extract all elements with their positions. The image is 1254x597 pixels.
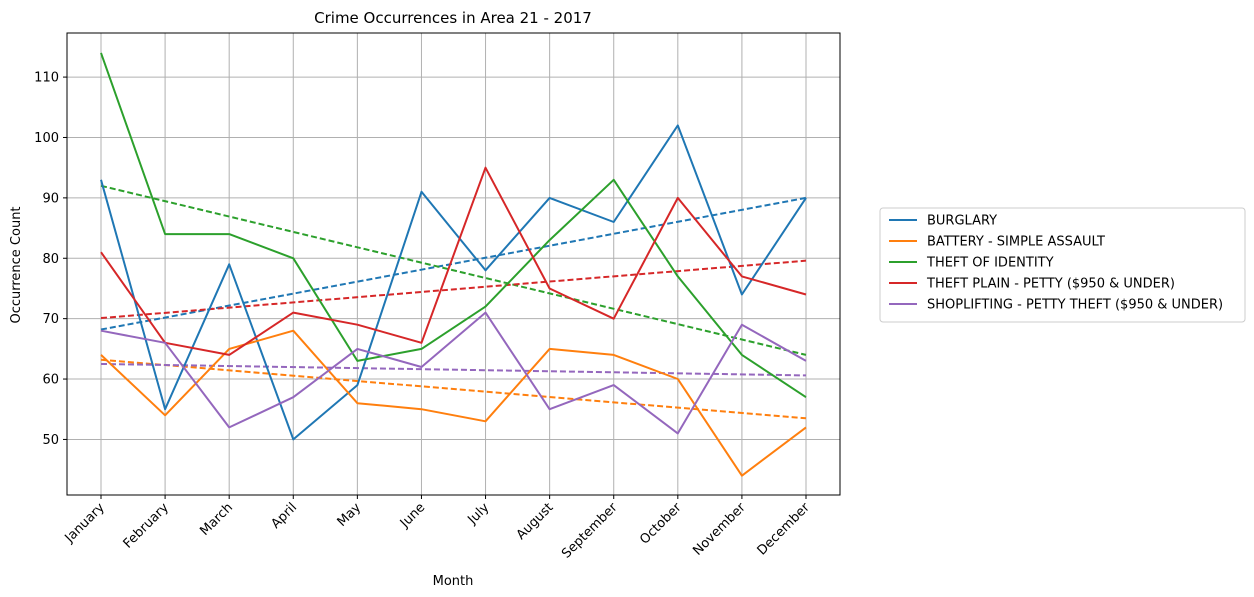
legend-label: THEFT OF IDENTITY: [926, 256, 1054, 271]
legend-label: BURGLARY: [927, 214, 997, 229]
x-tick-label: August: [514, 500, 557, 543]
y-tick-label: 80: [42, 252, 59, 267]
trend-line: [100, 358, 807, 420]
grid: [67, 33, 840, 495]
trend-line: [100, 196, 807, 331]
legend: BURGLARY BATTERY - SIMPLE ASSAULT THEFT OF…: [879, 207, 1246, 323]
y-tick-label: 90: [42, 191, 59, 206]
series-line: [100, 311, 807, 435]
x-tick-label: November: [690, 500, 749, 559]
x-tick-label: April: [268, 500, 300, 532]
y-tick-label: 70: [42, 312, 59, 327]
x-tick-label: December: [755, 500, 814, 559]
series-line: [100, 124, 807, 441]
series-line: [100, 166, 807, 356]
series-lines: [100, 52, 807, 477]
legend-label: THEFT PLAIN - PETTY ($950 & UNDER): [926, 277, 1175, 292]
trend-line: [100, 184, 807, 356]
y-tick-label: 110: [34, 71, 59, 86]
x-axis-ticks: January February March April May June July Augu…: [62, 495, 814, 562]
series-line: [100, 52, 807, 399]
series-line: [100, 329, 807, 477]
x-tick-label: September: [559, 500, 621, 562]
x-tick-label: March: [197, 500, 236, 539]
trend-line: [100, 362, 807, 377]
y-tick-label: 50: [42, 433, 59, 448]
y-axis-label: Occurrence Count: [9, 206, 24, 323]
x-tick-label: May: [335, 500, 365, 530]
x-tick-label: June: [397, 500, 428, 531]
plot-frame: [66, 32, 841, 496]
chart-title: Crime Occurrences in Area 21 - 2017: [314, 9, 592, 27]
legend-label: BATTERY - SIMPLE ASSAULT: [927, 235, 1105, 250]
trend-lines: [100, 184, 807, 420]
trend-line: [100, 259, 807, 320]
y-tick-label: 100: [34, 131, 59, 146]
legend-label: SHOPLIFTING - PETTY THEFT ($950 & UNDER): [927, 298, 1223, 313]
x-tick-label: February: [121, 500, 173, 552]
y-axis-ticks: 50 60 70 80 90 100 110: [34, 71, 67, 448]
x-tick-label: January: [62, 500, 108, 546]
y-tick-label: 60: [42, 373, 59, 388]
x-tick-label: October: [637, 500, 685, 548]
x-axis-label: Month: [433, 574, 474, 589]
legend-box: [879, 207, 1246, 323]
x-tick-label: July: [465, 500, 493, 528]
